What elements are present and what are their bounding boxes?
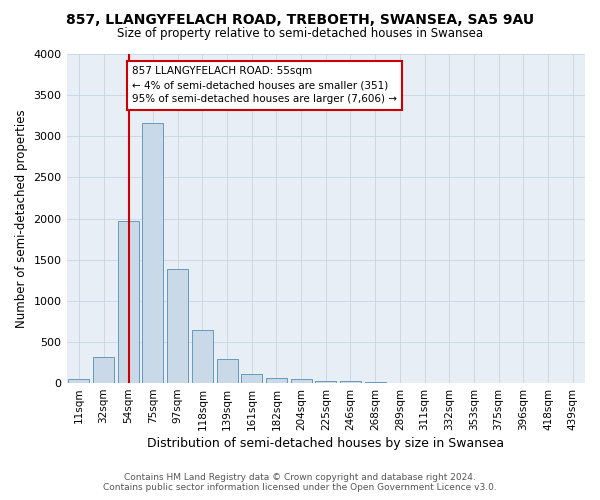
Y-axis label: Number of semi-detached properties: Number of semi-detached properties: [15, 109, 28, 328]
X-axis label: Distribution of semi-detached houses by size in Swansea: Distribution of semi-detached houses by …: [147, 437, 505, 450]
Bar: [68, 379, 89, 383]
Text: 857 LLANGYFELACH ROAD: 55sqm
← 4% of semi-detached houses are smaller (351)
95% : 857 LLANGYFELACH ROAD: 55sqm ← 4% of sem…: [132, 66, 397, 104]
Bar: [365, 382, 386, 383]
Bar: [217, 359, 238, 383]
Bar: [290, 378, 311, 383]
Bar: [315, 380, 336, 383]
Text: 857, LLANGYFELACH ROAD, TREBOETH, SWANSEA, SA5 9AU: 857, LLANGYFELACH ROAD, TREBOETH, SWANSE…: [66, 12, 534, 26]
Bar: [241, 374, 262, 383]
Bar: [118, 221, 139, 383]
Bar: [167, 268, 188, 383]
Bar: [340, 382, 361, 383]
Bar: [142, 123, 163, 383]
Bar: [93, 356, 114, 383]
Bar: [192, 330, 213, 383]
Text: Size of property relative to semi-detached houses in Swansea: Size of property relative to semi-detach…: [117, 28, 483, 40]
Bar: [266, 378, 287, 383]
Text: Contains HM Land Registry data © Crown copyright and database right 2024.
Contai: Contains HM Land Registry data © Crown c…: [103, 473, 497, 492]
